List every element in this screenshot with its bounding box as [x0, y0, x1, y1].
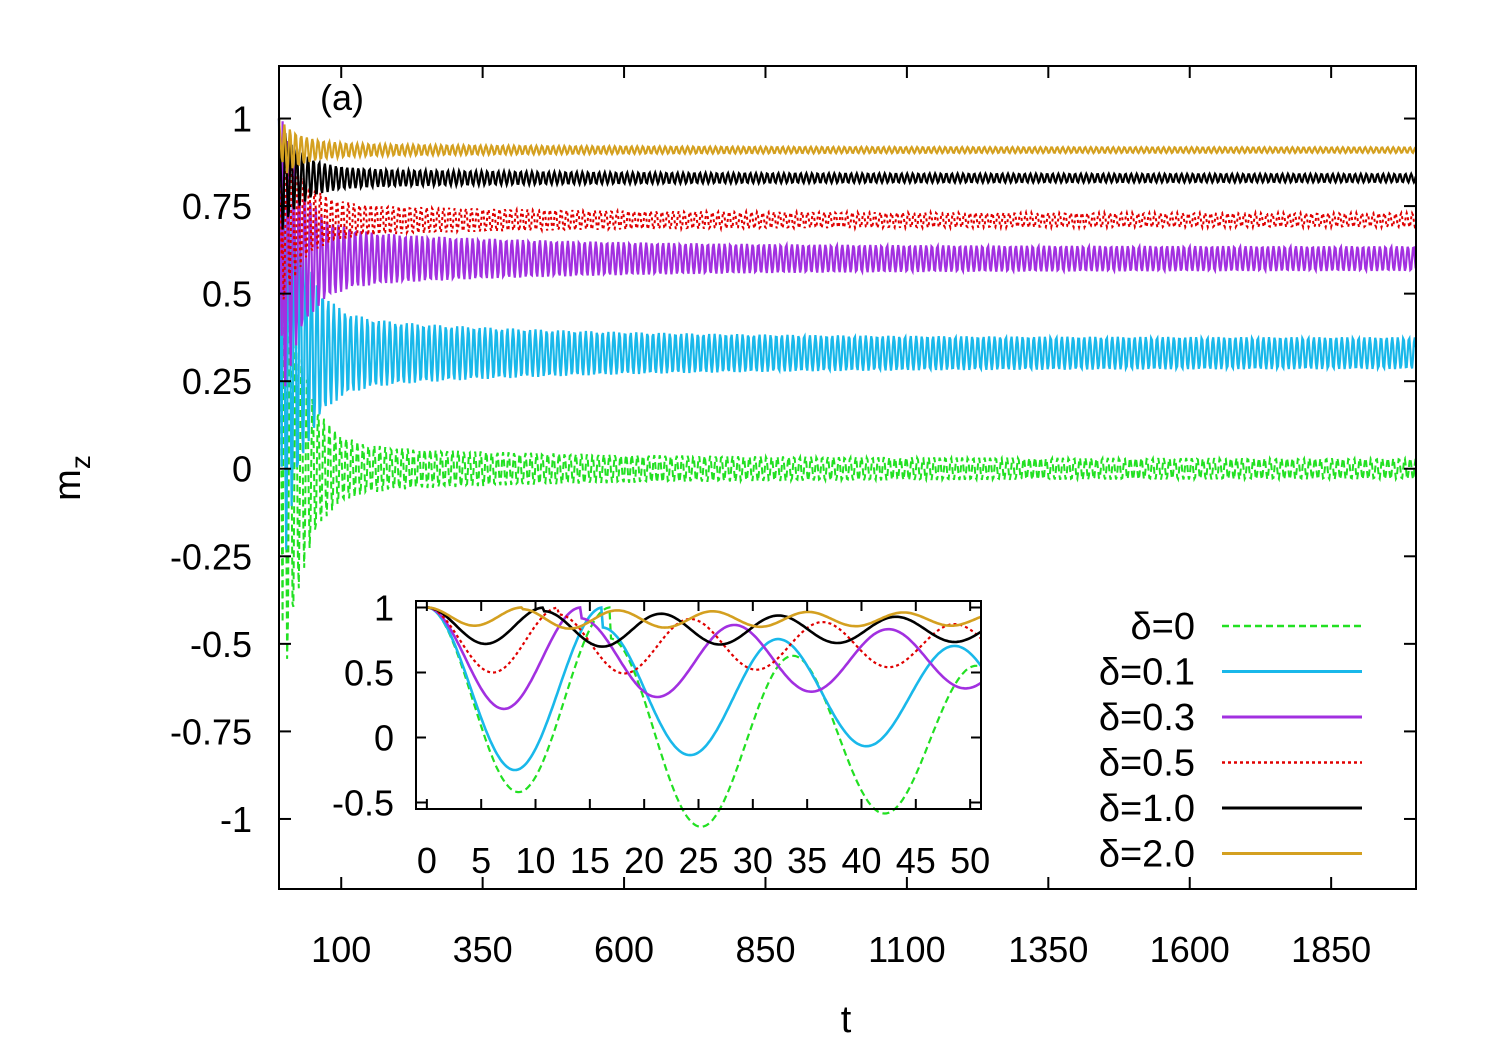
inset-y-tick-label: -0.5 — [332, 783, 394, 824]
inset-series-line-5 — [426, 606, 982, 630]
y-tick-label: -1 — [220, 799, 252, 840]
inset-x-tick-label: 30 — [733, 840, 773, 881]
legend-label: δ=0.1 — [1099, 652, 1195, 694]
inset-x-tick-label: 35 — [787, 840, 827, 881]
x-tick-label: 1850 — [1291, 929, 1371, 970]
inset-series-line-4 — [426, 606, 982, 648]
legend-label: δ=1.0 — [1099, 788, 1195, 830]
legend-label: δ=2.0 — [1099, 834, 1195, 876]
y-axis-label-main: m — [47, 469, 89, 501]
inset-x-tick-label: 0 — [417, 840, 437, 881]
y-tick-label: -0.5 — [190, 624, 252, 665]
plot-frame — [278, 65, 1417, 890]
y-tick-label: 0.5 — [202, 274, 252, 315]
panel-label: (a) — [320, 77, 364, 118]
inset-x-tick-label: 50 — [950, 840, 990, 881]
inset-y-tick-label: 0.5 — [344, 653, 394, 694]
series-line-0 — [278, 118, 1417, 659]
svg-text:mz: mz — [47, 455, 96, 501]
inset-y-tick-label: 1 — [374, 588, 394, 629]
x-tick-label: 350 — [453, 929, 513, 970]
x-tick-label: 1600 — [1150, 929, 1230, 970]
inset-x-tick-label: 40 — [841, 840, 881, 881]
y-axis-label: mz — [47, 455, 96, 501]
series-line-5 — [277, 118, 1417, 174]
y-tick-label: 0 — [232, 449, 252, 490]
inset-series-line-3 — [426, 606, 982, 675]
series-line-4 — [277, 118, 1417, 230]
inset-x-tick-label: 45 — [896, 840, 936, 881]
series-line-2 — [277, 118, 1417, 387]
inset-x-tick-label: 5 — [471, 840, 491, 881]
inset-y-tick-label: 0 — [374, 718, 394, 759]
main-series-group — [277, 118, 1417, 659]
inset-series-line-0 — [426, 606, 982, 828]
legend-label: δ=0 — [1131, 606, 1195, 648]
inset-background — [416, 601, 981, 809]
inset-x-tick-label: 15 — [570, 840, 610, 881]
main-ticks: 100 350 600 850 1100 1350 1600 185010.750.50.25… — [170, 66, 1416, 970]
legend: δ=0δ=0.1δ=0.3δ=0.5δ=1.0δ=2.0 — [1099, 606, 1362, 876]
y-tick-label: -0.25 — [170, 536, 252, 577]
x-tick-label: 1350 — [1008, 929, 1088, 970]
x-axis-label: t — [841, 999, 852, 1041]
y-tick-label: 0.25 — [182, 361, 252, 402]
y-tick-label: 0.75 — [182, 186, 252, 227]
legend-label: δ=0.5 — [1099, 743, 1195, 785]
inset-series-group — [426, 605, 983, 828]
inset-series-line-1 — [426, 605, 983, 772]
x-tick-label: 1100 — [868, 929, 945, 970]
x-tick-label: 850 — [735, 929, 795, 970]
series-line-3 — [278, 118, 1417, 300]
series-line-1 — [277, 118, 1417, 550]
inset-x-tick-label: 25 — [678, 840, 718, 881]
y-axis-label-sub: z — [65, 455, 96, 469]
inset-x-tick-label: 20 — [624, 840, 664, 881]
y-tick-label: -0.75 — [170, 711, 252, 752]
x-tick-label: 600 — [594, 929, 654, 970]
inset-x-tick-label: 10 — [515, 840, 555, 881]
x-tick-label: 100 — [311, 929, 371, 970]
legend-label: δ=0.3 — [1099, 697, 1195, 739]
y-tick-label: 1 — [232, 99, 252, 140]
inset-series-line-2 — [426, 605, 982, 711]
